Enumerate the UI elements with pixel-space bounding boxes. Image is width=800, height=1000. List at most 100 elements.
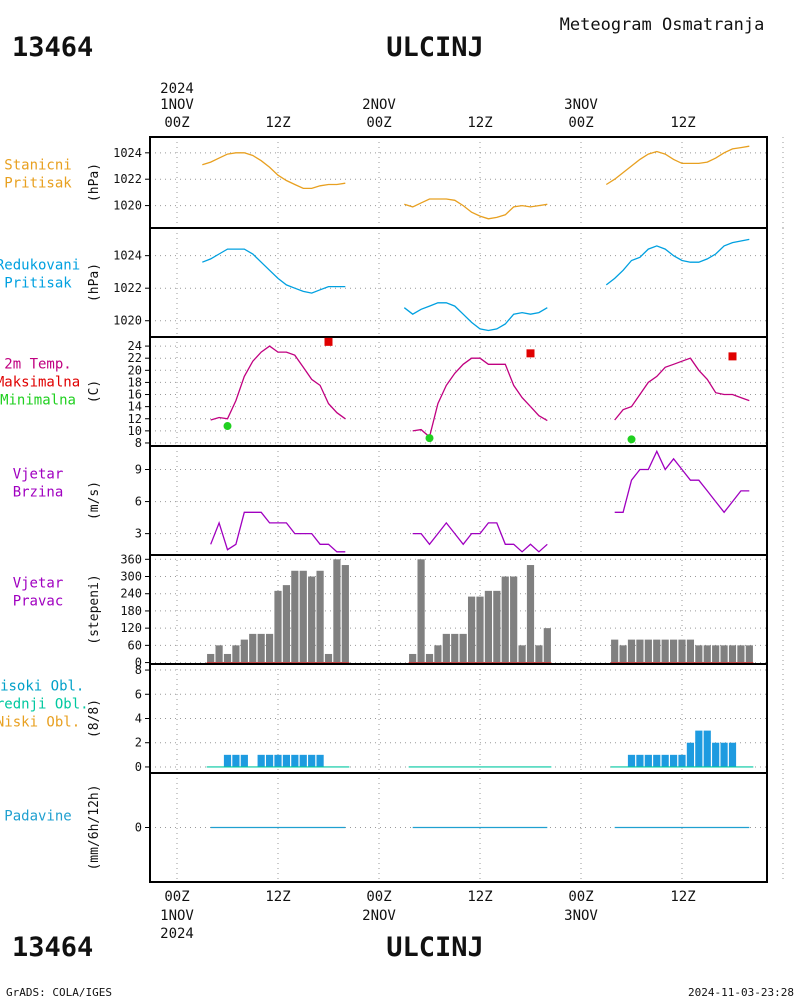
y-axis-label: (hPa): [87, 263, 102, 302]
panel-station-pressure: 1020 1022 1024 (hPa) Stanicni Pritisak: [4, 136, 784, 229]
y-tick-label: 16: [128, 388, 142, 402]
cloud-bar: [669, 754, 678, 767]
direction-bar: [409, 653, 417, 663]
direction-bar: [720, 645, 728, 663]
y-tick-label: 3: [135, 527, 142, 541]
cloud-bar: [678, 754, 686, 767]
cloud-bar: [720, 742, 728, 767]
min-temp-marker: [627, 435, 636, 444]
parameter-label: Visoki Obl.: [0, 679, 84, 695]
y-tick-label: 6: [135, 687, 142, 701]
direction-bar: [442, 633, 450, 663]
direction-bar: [712, 645, 720, 663]
direction-bar: [434, 645, 442, 663]
credit-text: GrADS: COLA/IGES: [6, 986, 112, 999]
y-tick-label: 1024: [113, 249, 142, 263]
cloud-bar: [627, 754, 636, 767]
tick-label-bottom: 12Z: [670, 889, 695, 905]
tick-label-bottom: 00Z: [164, 889, 189, 905]
direction-bar: [274, 590, 282, 663]
cloud-bar: [265, 754, 274, 767]
direction-bar: [299, 570, 307, 663]
tick-label-top: 12Z: [670, 115, 695, 131]
cloud-bar: [232, 754, 240, 767]
cloud-bar: [282, 754, 291, 767]
panel-frame: [149, 772, 768, 883]
cloud-bar: [728, 742, 737, 767]
direction-bar: [728, 645, 737, 663]
series-line: [605, 145, 750, 186]
y-tick-label: 120: [120, 621, 142, 635]
direction-bar: [333, 559, 341, 663]
max-temp-marker: [324, 337, 333, 346]
parameter-label: Vjetar: [13, 467, 64, 483]
parameter-label: Vjetar: [13, 576, 64, 592]
direction-bar: [661, 639, 669, 663]
panel-frame: [149, 136, 768, 229]
y-axis-label: (8/8): [87, 699, 102, 738]
direction-bar: [653, 639, 661, 663]
direction-bar: [207, 653, 215, 663]
max-temp-marker: [728, 352, 737, 361]
series-line: [403, 302, 548, 332]
direction-bar: [249, 633, 257, 663]
parameter-label: Niski Obl.: [0, 715, 80, 731]
bottom-time-axis: 00Z 12Z 00Z 12Z 00Z 12Z 1NOV 2NOV 3NOV 2…: [160, 889, 696, 942]
direction-bar: [417, 559, 425, 663]
y-tick-label: 20: [128, 363, 142, 377]
cloud-bar: [653, 754, 661, 767]
series-line: [202, 152, 346, 190]
parameter-label: Pravac: [13, 594, 64, 610]
y-tick-label: 1022: [113, 281, 142, 295]
y-tick-label: 1024: [113, 146, 142, 160]
y-tick-label: 1020: [113, 199, 142, 213]
panel-reduced-pressure: 1020 1022 1024 (hPa) Redukovani Pritisak: [0, 227, 784, 338]
direction-bar: [291, 570, 299, 663]
y-tick-label: 0: [135, 656, 142, 670]
y-tick-label: 0: [135, 821, 142, 835]
direction-bar: [324, 653, 333, 663]
tick-label-top: 00Z: [366, 115, 391, 131]
y-tick-label: 12: [128, 412, 142, 426]
y-tick-label: 6: [135, 495, 142, 509]
y-axis-label: (mm/6h/12h): [87, 784, 102, 870]
day-label-top: 1NOV: [160, 97, 194, 113]
panel-wind-direction: 0 60 120 180 240 300 360 (stepeni) Vjetar Pravac: [13, 552, 784, 670]
y-tick-label: 360: [120, 552, 142, 566]
product-title: Meteogram Osmatranja: [560, 15, 765, 35]
y-tick-label: 8: [135, 436, 142, 450]
direction-bar: [459, 633, 467, 663]
series-line: [412, 357, 548, 439]
y-tick-label: 8: [135, 663, 142, 677]
series-line: [202, 248, 346, 294]
direction-bar: [232, 645, 240, 663]
y-axis-label: (hPa): [87, 163, 102, 202]
y-axis-label: (m/s): [87, 481, 102, 520]
tick-label-bottom: 00Z: [568, 889, 593, 905]
series-line: [210, 511, 346, 553]
y-axis-label: (stepeni): [87, 574, 102, 644]
y-tick-label: 18: [128, 375, 142, 389]
cloud-bar: [240, 754, 248, 767]
direction-bar: [745, 645, 753, 663]
series-line: [210, 345, 346, 421]
panels: 102010221024(hPa)StanicniPritisak1020102…: [0, 136, 784, 883]
parameter-label: Srednji Obl.: [0, 697, 89, 713]
direction-bar: [451, 633, 459, 663]
direction-bar: [308, 576, 316, 663]
day-label-bottom: 2NOV: [362, 908, 396, 924]
cloud-bar: [695, 730, 703, 767]
tick-label-top: 00Z: [164, 115, 189, 131]
direction-bar: [501, 576, 509, 663]
y-tick-label: 1020: [113, 314, 142, 328]
tick-label-bottom: 00Z: [366, 889, 391, 905]
max-temp-marker: [526, 349, 535, 358]
tick-label-bottom: 12Z: [467, 889, 492, 905]
panel-clouds: 0 2 4 6 8 (8/8)Visoki Obl. Srednji Obl. Niski O…: [0, 663, 784, 774]
direction-bar: [215, 645, 223, 663]
y-axis-label: (C): [87, 380, 102, 403]
series-line: [605, 238, 750, 286]
day-label-bottom: 3NOV: [564, 908, 598, 924]
day-label-top: 2NOV: [362, 97, 396, 113]
